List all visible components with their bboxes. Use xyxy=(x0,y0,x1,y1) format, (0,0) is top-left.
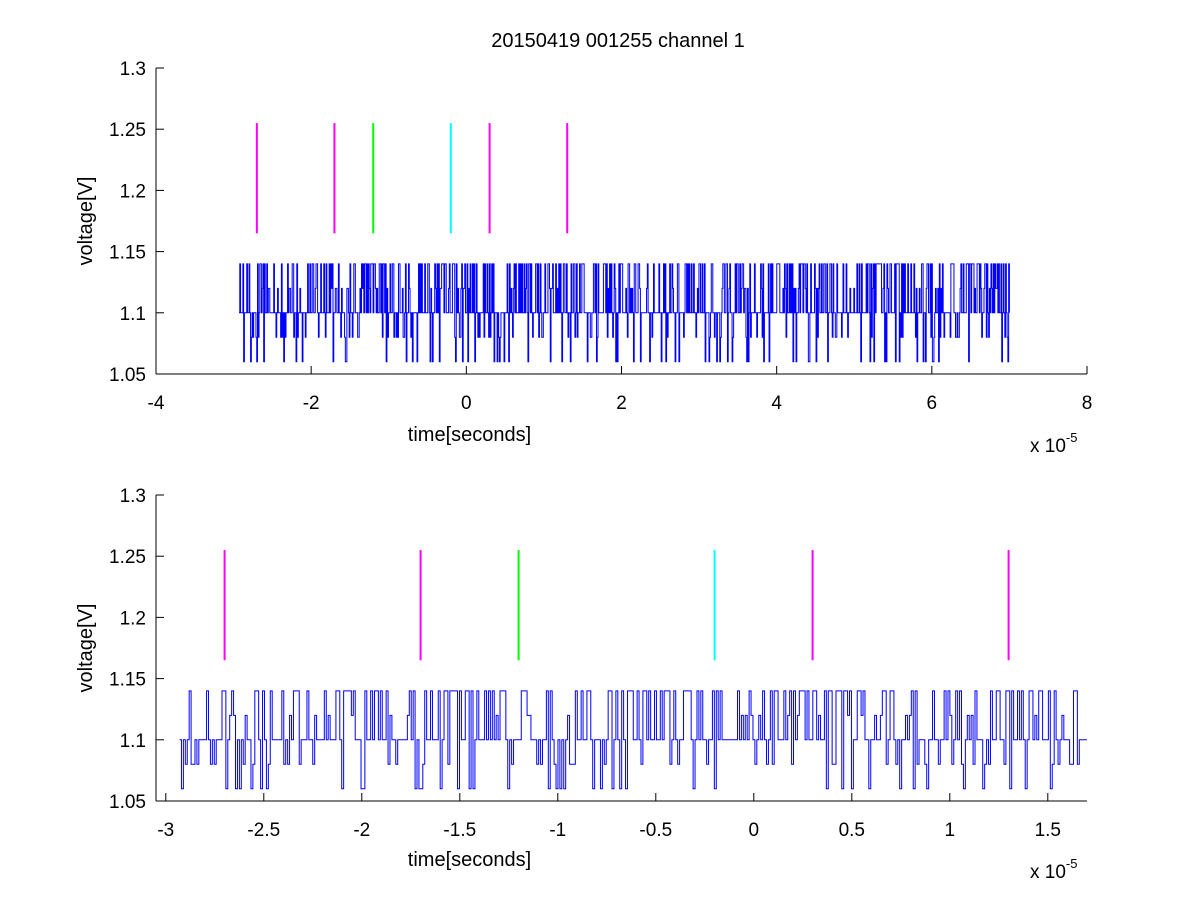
x-tick-label: -4 xyxy=(148,393,165,414)
y-tick-label: 1.1 xyxy=(120,731,146,752)
y-tick-label: 1.1 xyxy=(120,304,146,325)
y-tick-label: 1.2 xyxy=(120,608,146,629)
x-tick-label: 0.5 xyxy=(839,820,865,841)
y-tick-label: 1.2 xyxy=(120,181,146,202)
top-plot: -4 -2 0 2 4 6 8 1.05 1.1 1.15 1.2 1.25 1.3 time[secon… xyxy=(75,59,1092,457)
x-multiplier-label: x 10-5 xyxy=(1030,430,1077,457)
x-tick-label: -0.5 xyxy=(639,820,672,841)
bottom-plot: -3 -2.5 -2 -1.5 -1 -0.5 0 0.5 1 1.5 1.05 1.1 1.15 1.2… xyxy=(75,486,1087,883)
y-tick-label: 1.25 xyxy=(109,547,146,568)
x-multiplier-exponent: -5 xyxy=(1066,430,1078,445)
y-tick-label: 1.3 xyxy=(120,59,146,80)
x-tick-label: 1.5 xyxy=(1035,820,1061,841)
y-tick-label: 1.15 xyxy=(109,670,146,691)
y-axis-label: voltage[V] xyxy=(75,177,97,266)
x-multiplier-label: x 10-5 xyxy=(1030,856,1077,883)
x-multiplier-base: x 10 xyxy=(1030,436,1066,457)
x-tick-label: 8 xyxy=(1082,393,1093,414)
x-tick-label: 0 xyxy=(749,820,760,841)
figure-title: 20150419 001255 channel 1 xyxy=(491,30,745,52)
x-tick-label: 1 xyxy=(945,820,956,841)
x-tick-label: -1 xyxy=(549,820,566,841)
x-axis-label: time[seconds] xyxy=(408,849,531,871)
x-tick-label: 6 xyxy=(927,393,938,414)
x-tick-label: -1.5 xyxy=(443,820,476,841)
x-tick-label: 4 xyxy=(771,393,782,414)
y-tick-label: 1.3 xyxy=(120,486,146,507)
voltage-signal-line xyxy=(179,690,1087,790)
x-multiplier-exponent: -5 xyxy=(1066,856,1078,871)
x-axis-label: time[seconds] xyxy=(408,424,531,446)
x-tick-label: -2.5 xyxy=(247,820,280,841)
x-tick-label: 2 xyxy=(616,393,627,414)
x-tick-label: -3 xyxy=(157,820,174,841)
y-axis-label: voltage[V] xyxy=(75,604,97,693)
y-tick-label: 1.15 xyxy=(109,243,146,264)
voltage-signal-line xyxy=(239,263,1010,363)
x-tick-label: -2 xyxy=(303,393,320,414)
x-multiplier-base: x 10 xyxy=(1030,862,1066,883)
x-tick-label: -2 xyxy=(353,820,370,841)
y-tick-label: 1.05 xyxy=(109,365,146,386)
x-tick-label: 0 xyxy=(461,393,472,414)
y-tick-label: 1.05 xyxy=(109,792,146,813)
y-tick-label: 1.25 xyxy=(109,120,146,141)
